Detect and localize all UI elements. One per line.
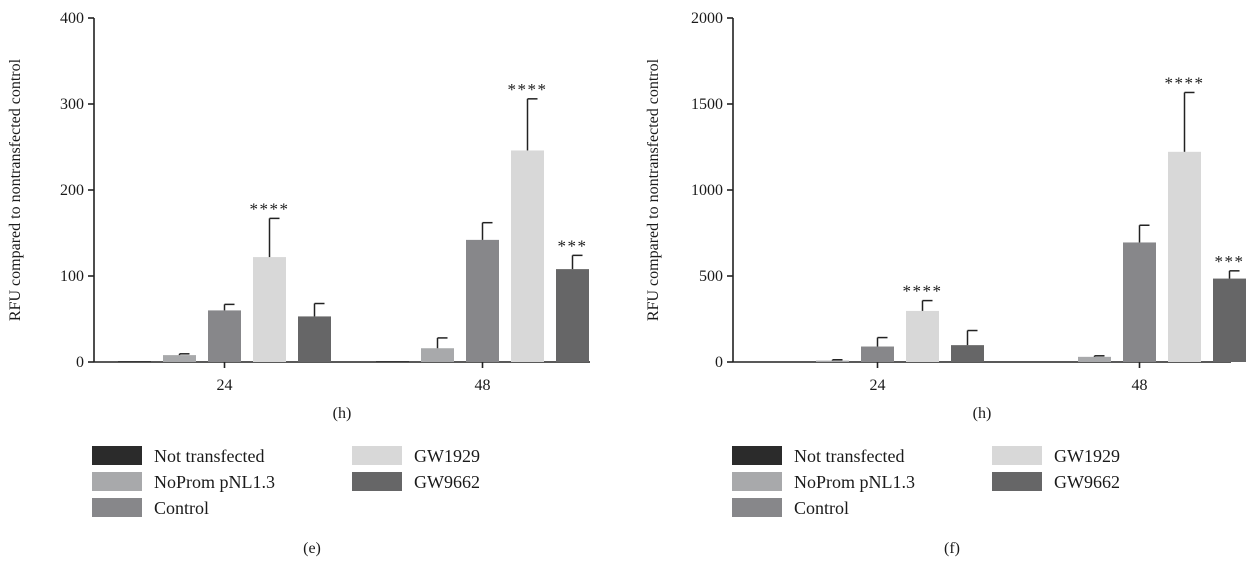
y-axis-label: RFU compared to nontransfected control: [645, 58, 662, 321]
y-axis-label: RFU compared to nontransfected control: [7, 58, 24, 321]
legend-label: NoProm pNL1.3: [154, 472, 275, 492]
bar-gw9662-48: [556, 269, 589, 362]
legend-swatch: [992, 472, 1042, 491]
bar-noprom-pnl1-3-24: [163, 355, 196, 362]
y-tick-label: 400: [60, 10, 84, 27]
legend-label: Not transfected: [154, 446, 264, 466]
legend-swatch: [732, 472, 782, 491]
significance-marker: ****: [250, 199, 290, 218]
x-axis-label: (h): [333, 405, 352, 422]
panel-label: (f): [944, 540, 960, 557]
legend-label: GW9662: [414, 472, 480, 492]
bar-gw1929-24: [906, 310, 939, 362]
legend-label: GW1929: [1054, 446, 1120, 466]
x-tick-label: 24: [217, 377, 233, 394]
legend-swatch: [992, 446, 1042, 465]
bar-gw1929-24: [253, 257, 286, 362]
bar-gw9662-24: [298, 316, 331, 362]
legend-swatch: [732, 446, 782, 465]
y-tick-label: 1000: [691, 182, 723, 199]
panel-f: 0 500 1000 1500 2000 RFU compared to nontrans…: [645, 10, 1246, 557]
x-tick-label: 48: [1132, 377, 1148, 394]
bar-gw1929-48: [511, 150, 544, 362]
x-tick-label: 24: [870, 377, 886, 394]
significance-marker: ****: [1165, 73, 1205, 92]
significance-marker: ****: [508, 80, 548, 99]
y-tick-label: 300: [60, 96, 84, 113]
bar-not-transfected-48: [376, 361, 409, 362]
legend-swatch: [732, 498, 782, 517]
bar-noprom-pnl1-3-48: [421, 348, 454, 362]
legend-swatch: [92, 446, 142, 465]
legend-label: Control: [794, 498, 849, 518]
y-tick-label: 100: [60, 268, 84, 285]
legend-swatch: [352, 472, 402, 491]
y-tick-label: 2000: [691, 10, 723, 27]
significance-marker: ***: [1215, 252, 1245, 271]
legend-swatch: [352, 446, 402, 465]
bar-gw9662-24: [951, 345, 984, 362]
legend-label: NoProm pNL1.3: [794, 472, 915, 492]
y-tick-label: 1500: [691, 96, 723, 113]
bar-noprom-pnl1-3-48: [1078, 356, 1111, 362]
legend-label: GW9662: [1054, 472, 1120, 492]
y-tick-label: 0: [76, 354, 84, 371]
y-tick-label: 200: [60, 182, 84, 199]
bar-gw1929-48: [1168, 151, 1201, 362]
legend-label: GW1929: [414, 446, 480, 466]
y-tick-label: 500: [699, 268, 723, 285]
x-axis-label: (h): [973, 405, 992, 422]
y-tick-label: 0: [715, 354, 723, 371]
legend-label: Control: [154, 498, 209, 518]
significance-marker: ***: [558, 236, 588, 255]
significance-marker: ****: [903, 282, 943, 301]
legend-swatch: [92, 472, 142, 491]
bar-control-48: [1123, 242, 1156, 362]
bar-not-transfected-24: [118, 361, 151, 362]
x-tick-label: 48: [475, 377, 491, 394]
bar-control-48: [466, 239, 499, 362]
panel-e: 0 100 200 300 400 RFU compared to nontransfec…: [7, 10, 590, 557]
bar-noprom-pnl1-3-24: [816, 360, 849, 362]
panel-label: (e): [303, 540, 321, 557]
legend-swatch: [92, 498, 142, 517]
bar-control-24: [208, 310, 241, 362]
bar-control-24: [861, 346, 894, 362]
bar-gw9662-48: [1213, 278, 1246, 362]
legend-label: Not transfected: [794, 446, 904, 466]
